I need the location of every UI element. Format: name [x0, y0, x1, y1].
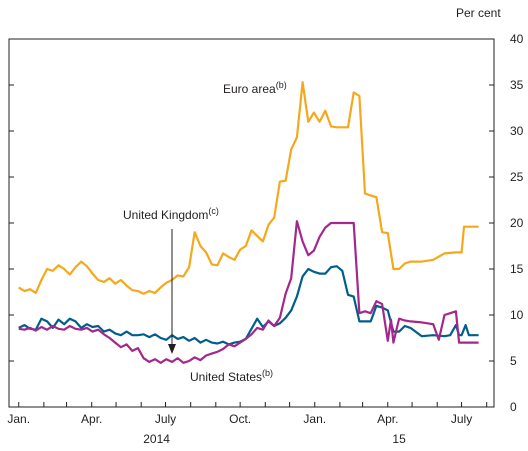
y-tick-label: 20 — [510, 216, 524, 230]
arrow-head-united-kingdom — [168, 344, 176, 354]
x-axis: Jan. Apr. July Oct. Jan. Apr. July 2014 15 — [7, 402, 488, 446]
y-tick-label: 40 — [510, 32, 524, 46]
y-tick-label: 35 — [510, 78, 524, 92]
annotation-united-kingdom: United Kingdom(c) — [123, 206, 219, 222]
y-tick-label: 10 — [510, 308, 524, 322]
x-tick-label: Jan. — [7, 412, 30, 426]
y-axis: 0 5 10 15 20 25 30 35 40 — [9, 32, 524, 414]
x-tick-label: Oct. — [229, 412, 251, 426]
x-tick-label: Apr. — [377, 412, 398, 426]
x-tick-label: Jan. — [303, 412, 326, 426]
y-tick-label: 30 — [510, 124, 524, 138]
series-line-euro-area — [18, 81, 479, 295]
x-tick-label: July — [155, 412, 176, 426]
series-line-united-states — [18, 220, 479, 364]
annotation-united-states: United States(b) — [190, 368, 273, 384]
y-tick-label: 15 — [510, 262, 524, 276]
series-line-united-kingdom — [18, 265, 479, 346]
annotation-euro-area: Euro area(b) — [223, 80, 287, 96]
year-label: 2014 — [143, 432, 170, 446]
y-tick-label: 0 — [510, 400, 517, 414]
x-tick-label: July — [451, 412, 472, 426]
year-label: 15 — [392, 432, 406, 446]
annotation-layer: Euro area(b) United Kingdom(c) United St… — [123, 80, 287, 384]
y-tick-label: 25 — [510, 170, 524, 184]
unit-label: Per cent — [456, 6, 501, 20]
series-layer — [18, 81, 479, 364]
y-tick-label: 5 — [510, 354, 517, 368]
x-tick-label: Apr. — [81, 412, 102, 426]
